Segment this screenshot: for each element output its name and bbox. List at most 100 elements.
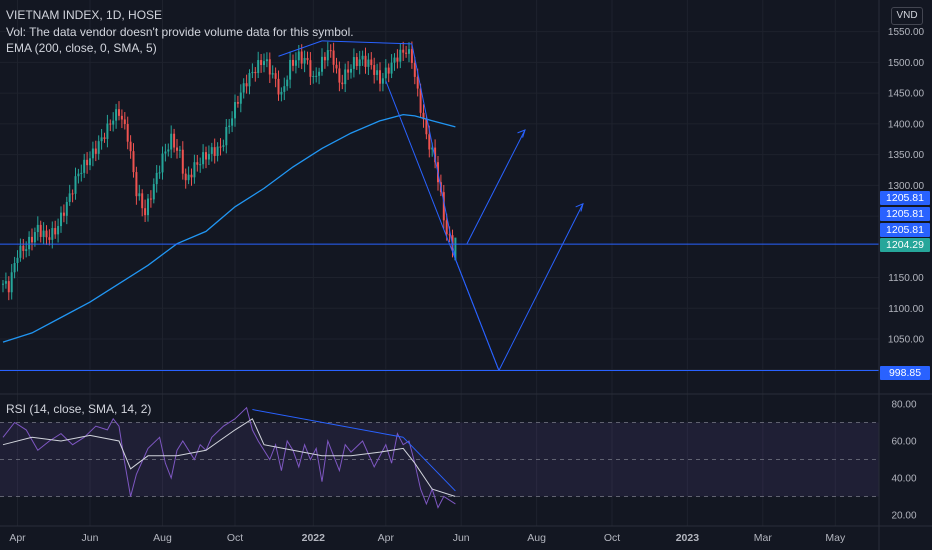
time-tick-label: Apr: [9, 532, 26, 544]
price-label-last: 1204.29: [880, 238, 930, 252]
candle-body: [176, 147, 178, 151]
candle-body: [379, 70, 381, 84]
price-label-drawing-3: 1205.81: [880, 223, 930, 237]
arrowhead-drawing: [517, 129, 526, 138]
symbol-legend[interactable]: VIETNAM INDEX, 1D, HOSE: [6, 8, 163, 22]
candle-body: [364, 55, 367, 67]
candle-body: [97, 141, 100, 154]
candle-body: [57, 226, 60, 235]
currency-badge[interactable]: VND: [891, 7, 923, 25]
candle-body: [326, 50, 329, 61]
candle-body: [280, 91, 283, 95]
candle-body: [448, 234, 451, 236]
candle-body: [48, 237, 51, 240]
candle-body: [234, 102, 236, 119]
rsi-tick-label: 40.00: [891, 474, 916, 485]
candle-body: [387, 67, 390, 74]
candle-body: [431, 147, 434, 150]
candle-body: [254, 71, 257, 74]
candle-body: [190, 174, 193, 178]
candle-body: [13, 262, 16, 273]
candle-body: [216, 146, 219, 156]
candle-body: [248, 73, 251, 87]
candle-body: [422, 112, 425, 120]
candle-body: [350, 68, 352, 73]
candle-body: [271, 73, 274, 75]
candle-body: [381, 78, 384, 84]
candle-body: [2, 283, 4, 285]
price-label-drawing-1: 1205.81: [880, 191, 930, 205]
candle-body: [16, 257, 19, 263]
candle-body: [451, 235, 454, 250]
time-tick-label: Jun: [453, 532, 470, 544]
candle-body: [132, 151, 135, 173]
candle-body: [213, 147, 216, 156]
price-label-drawing-2: 1205.81: [880, 207, 930, 221]
candle-body: [370, 59, 373, 66]
candle-body: [196, 162, 199, 165]
candle-body: [289, 59, 292, 80]
candle-body: [181, 149, 184, 174]
candle-body: [312, 75, 315, 77]
candle-body: [257, 60, 260, 74]
candle-body: [344, 69, 347, 85]
candle-body: [112, 120, 115, 125]
candle-body: [109, 123, 112, 125]
candle-body: [118, 109, 120, 116]
candle-body: [74, 176, 77, 194]
candle-body: [60, 212, 62, 227]
candle-body: [390, 62, 393, 74]
rsi-legend[interactable]: RSI (14, close, SMA, 14, 2): [6, 402, 152, 416]
candle-body: [147, 198, 149, 216]
candle-body: [207, 153, 210, 160]
time-tick-label: Aug: [153, 532, 172, 544]
candle-body: [7, 281, 10, 293]
candle-body: [297, 51, 300, 61]
candle-body: [413, 62, 416, 77]
candle-body: [199, 164, 202, 166]
price-tick-label: 1300.00: [888, 181, 925, 192]
candle-body: [416, 76, 419, 89]
candle-body: [155, 172, 158, 185]
candle-body: [396, 57, 399, 62]
candle-body: [68, 193, 71, 202]
ema-legend[interactable]: EMA (200, close, 0, SMA, 5): [6, 41, 157, 55]
price-tick-label: 1350.00: [888, 150, 925, 161]
candle-body: [138, 193, 141, 197]
price-tick-label: 1550.00: [888, 27, 925, 38]
candle-body: [33, 232, 36, 243]
candle-body: [158, 172, 161, 174]
ema-line: [2, 113, 456, 343]
candle-body: [239, 92, 242, 104]
time-tick-label: 2022: [302, 532, 326, 544]
candle-body: [210, 147, 213, 154]
candle-body: [135, 172, 138, 197]
candle-body: [323, 56, 326, 61]
trendline-drawing: [321, 40, 412, 45]
candle-body: [91, 148, 94, 159]
candle-body: [294, 60, 297, 66]
candle-body: [274, 73, 277, 79]
volume-legend[interactable]: Vol: The data vendor doesn't provide vol…: [6, 25, 354, 39]
candle-body: [115, 109, 118, 121]
rsi-trendline-drawing: [402, 436, 456, 492]
candle-body: [161, 153, 164, 173]
candle-body: [318, 71, 321, 76]
candle-body: [321, 56, 323, 72]
candle-body: [167, 149, 170, 152]
candle-body: [419, 88, 422, 113]
candle-body: [405, 52, 408, 54]
candle-body: [83, 159, 86, 173]
candle-body: [442, 192, 445, 221]
candle-body: [242, 83, 245, 93]
candle-body: [283, 86, 286, 92]
candle-body: [265, 59, 268, 62]
candle-body: [193, 162, 196, 178]
candle-body: [86, 159, 89, 166]
candle-body: [454, 237, 457, 261]
candle-body: [300, 51, 303, 64]
trendline-drawing: [278, 40, 323, 57]
candle-body: [77, 173, 80, 177]
